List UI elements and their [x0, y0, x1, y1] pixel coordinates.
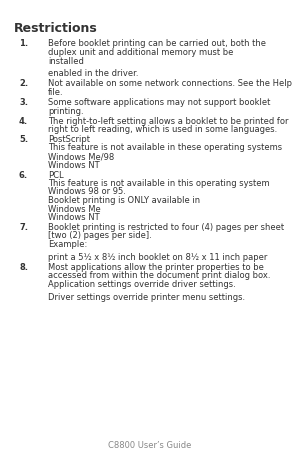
Text: file.: file. — [48, 88, 64, 97]
Text: Booklet printing is restricted to four (4) pages per sheet: Booklet printing is restricted to four (… — [48, 223, 284, 232]
Text: Booklet printing is ONLY available in: Booklet printing is ONLY available in — [48, 195, 200, 205]
Text: Windows 98 or 95.: Windows 98 or 95. — [48, 187, 126, 196]
Text: Application settings override driver settings.: Application settings override driver set… — [48, 279, 236, 288]
Text: 4.: 4. — [19, 116, 28, 125]
Text: Example:: Example: — [48, 239, 87, 249]
Text: installed: installed — [48, 56, 84, 65]
Text: duplex unit and additional memory must be: duplex unit and additional memory must b… — [48, 48, 233, 57]
Text: Driver settings override printer menu settings.: Driver settings override printer menu se… — [48, 292, 245, 301]
Text: This feature is not available in this operating system: This feature is not available in this op… — [48, 179, 270, 188]
Text: 6.: 6. — [19, 170, 28, 179]
Text: accessed from within the document print dialog box.: accessed from within the document print … — [48, 271, 271, 280]
Text: 8.: 8. — [19, 263, 28, 271]
Text: 3.: 3. — [19, 98, 28, 107]
Text: The right-to-left setting allows a booklet to be printed for: The right-to-left setting allows a bookl… — [48, 116, 289, 125]
Text: [two (2) pages per side].: [two (2) pages per side]. — [48, 231, 152, 240]
Text: enabled in the driver.: enabled in the driver. — [48, 69, 139, 78]
Text: Windows NT: Windows NT — [48, 213, 100, 221]
Text: Windows Me: Windows Me — [48, 204, 101, 213]
Text: 2.: 2. — [19, 79, 28, 88]
Text: 5.: 5. — [19, 135, 28, 144]
Text: Windows Me/98: Windows Me/98 — [48, 152, 114, 161]
Text: 7.: 7. — [19, 223, 28, 232]
Text: Windows NT: Windows NT — [48, 160, 100, 169]
Text: This feature is not available in these operating systems: This feature is not available in these o… — [48, 143, 282, 152]
Text: 1.: 1. — [19, 39, 28, 49]
Text: Not available on some network connections. See the Help: Not available on some network connection… — [48, 79, 292, 88]
Text: Some software applications may not support booklet: Some software applications may not suppo… — [48, 98, 270, 107]
Text: C8800 User’s Guide: C8800 User’s Guide — [108, 440, 192, 449]
Text: PCL: PCL — [48, 170, 64, 179]
Text: Before booklet printing can be carried out, both the: Before booklet printing can be carried o… — [48, 39, 266, 49]
Text: printing.: printing. — [48, 106, 84, 115]
Text: Restrictions: Restrictions — [14, 22, 98, 35]
Text: PostScript: PostScript — [48, 135, 90, 144]
Text: print a 5½ x 8½ inch booklet on 8½ x 11 inch paper: print a 5½ x 8½ inch booklet on 8½ x 11 … — [48, 252, 267, 262]
Text: right to left reading, which is used in some languages.: right to left reading, which is used in … — [48, 125, 277, 134]
Text: Most applications allow the printer properties to be: Most applications allow the printer prop… — [48, 263, 264, 271]
